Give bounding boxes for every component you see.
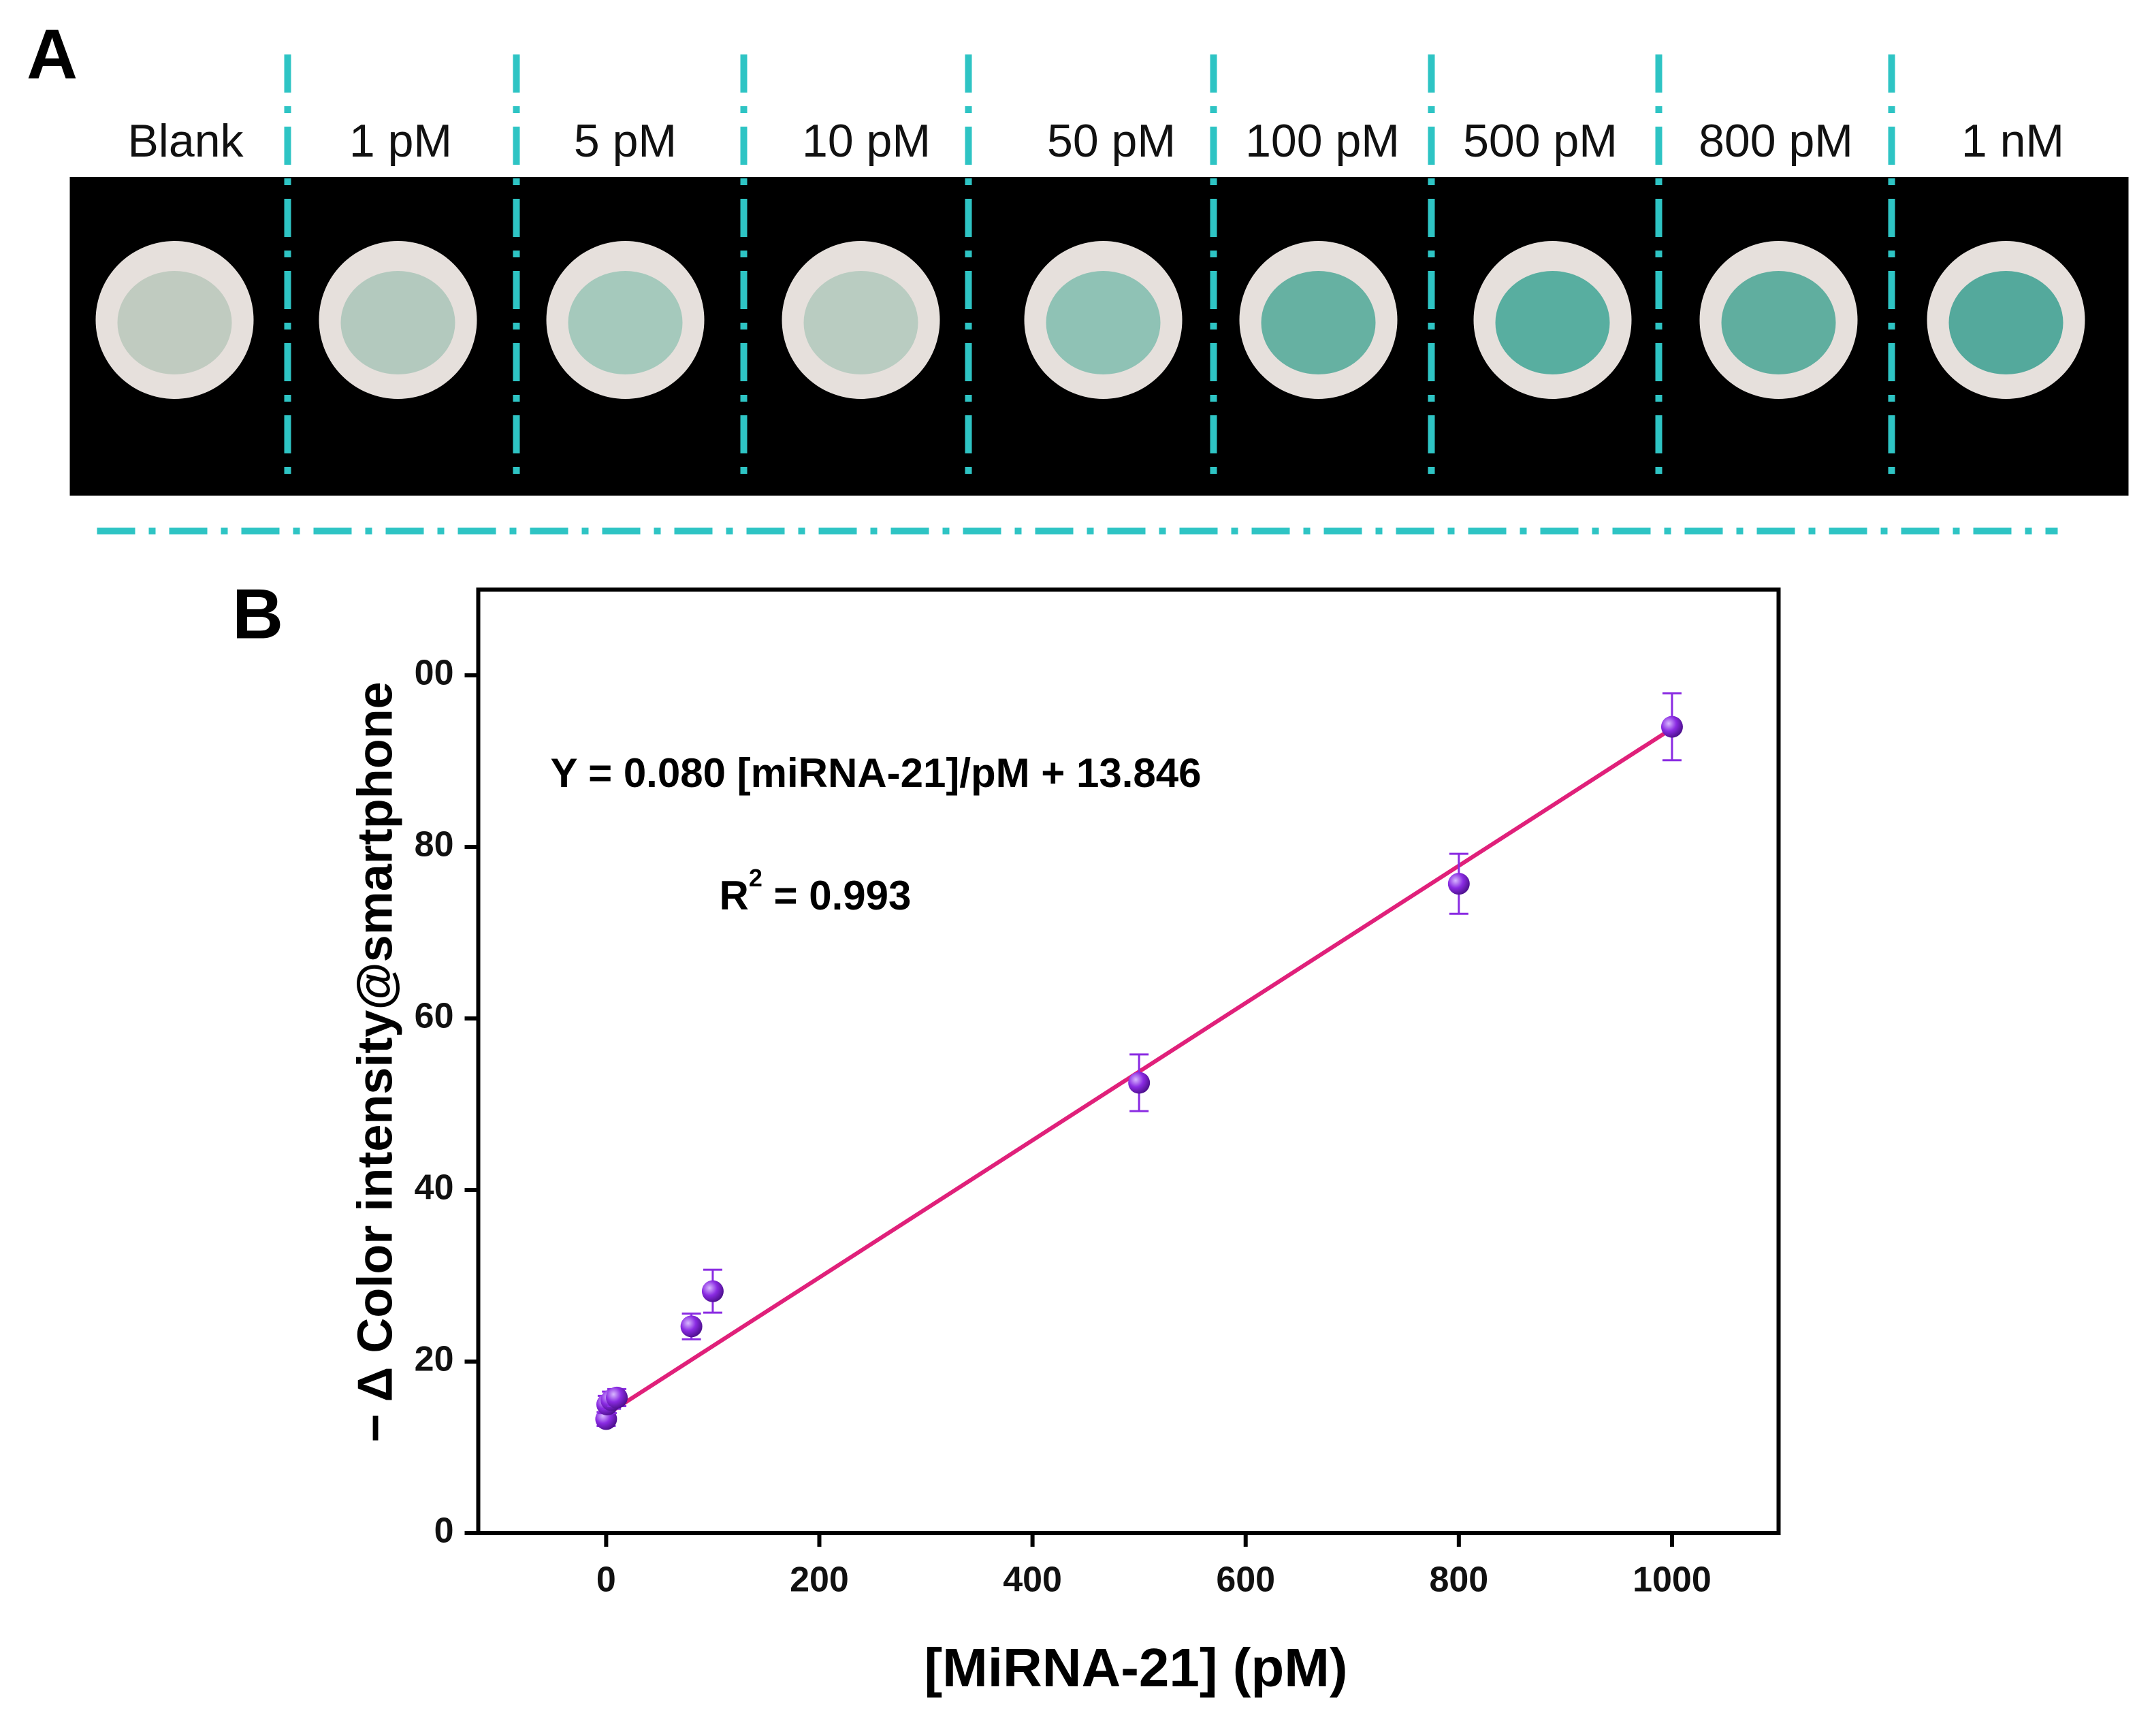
sample-label: 500 pM	[1463, 115, 1618, 167]
x-tick-label: 800	[1429, 1560, 1488, 1600]
point	[1660, 716, 1683, 738]
y-axis-label: − Δ Color intensity@smartphone	[349, 681, 403, 1442]
well-stain	[1721, 271, 1836, 374]
equation: Y = 0.080 [miRNA-21]/pM + 13.846	[551, 750, 1202, 796]
y-tick-label: 80	[415, 825, 454, 865]
r-rest: = 0.993	[762, 873, 912, 918]
well-stain	[1046, 271, 1161, 374]
sample-label: 1 pM	[349, 115, 452, 167]
r-base: R	[720, 873, 749, 918]
y-tick-label: 40	[415, 1168, 454, 1208]
well-stain	[1261, 271, 1376, 374]
x-tick-label: 0	[596, 1560, 616, 1600]
sample-label: 5 pM	[574, 115, 677, 167]
well-stain	[117, 271, 232, 374]
sample-label: 100 pM	[1245, 115, 1400, 167]
sample-label: 1 nM	[1961, 115, 2064, 167]
point	[1128, 1072, 1151, 1094]
point	[606, 1386, 628, 1409]
y-tick-label: 0	[434, 1511, 454, 1551]
y-tick-label: 60	[415, 997, 454, 1036]
point	[701, 1280, 724, 1302]
y-tick-label: 20	[415, 1340, 454, 1379]
point	[1447, 873, 1470, 895]
sample-label: Blank	[127, 115, 244, 167]
y-tick-label: 00	[415, 654, 454, 693]
sample-label: 50 pM	[1047, 115, 1176, 167]
x-tick-label: 200	[790, 1560, 849, 1600]
panel-label: B	[232, 575, 283, 654]
point	[680, 1315, 703, 1338]
r-sup: 2	[749, 864, 762, 892]
panel-label: A	[27, 15, 78, 94]
well-stain	[1948, 271, 2063, 374]
well-stain	[803, 271, 918, 374]
x-tick-label: 400	[1003, 1560, 1062, 1600]
well-stain	[1495, 271, 1610, 374]
plot-frame	[476, 588, 1781, 1535]
well-stain	[568, 271, 683, 374]
x-axis-label: [MiRNA-21] (pM)	[924, 1637, 1347, 1698]
sample-label: 800 pM	[1699, 115, 1853, 167]
sample-label: 10 pM	[802, 115, 931, 167]
r-squared: R2 = 0.993	[720, 864, 912, 918]
x-tick-label: 1000	[1633, 1560, 1712, 1600]
x-tick-label: 600	[1216, 1560, 1275, 1600]
well-stain	[340, 271, 455, 374]
